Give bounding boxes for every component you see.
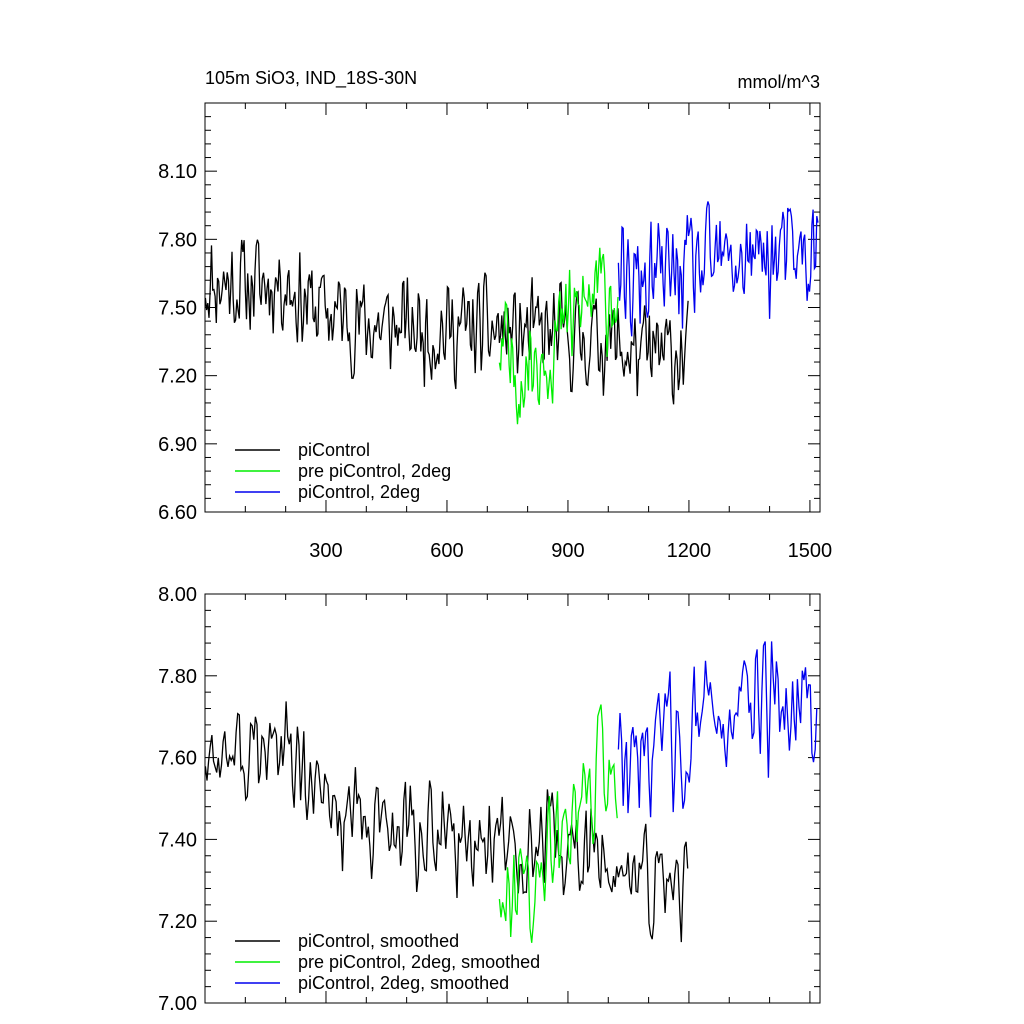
top-panel: 6.60 6.90 7.20 7.50 7.80 8.10 300 600 900 1200 150…: [158, 102, 833, 562]
y-tick-label: 7.60: [158, 748, 197, 770]
y-tick-label: 7.50: [158, 298, 197, 320]
legend-label: piControl, 2deg: [298, 482, 420, 502]
x-tick-label: 1200: [667, 540, 712, 562]
y-tick-label: 7.80: [158, 666, 197, 688]
x-tick-label: 300: [309, 540, 342, 562]
y-tick-label: 8.10: [158, 161, 197, 183]
x-tick-label: 1500: [788, 540, 833, 562]
y-tick-label: 7.20: [158, 366, 197, 388]
x-tick-label: 600: [430, 540, 463, 562]
x-tick-label: 900: [551, 540, 584, 562]
y-tick-label: 8.00: [158, 584, 197, 606]
y-tick-label: 7.00: [158, 993, 197, 1015]
y-tick-label: 6.60: [158, 502, 197, 524]
legend-label: pre piControl, 2deg: [298, 461, 451, 481]
legend-label: piControl: [298, 440, 370, 460]
series-line-2: [617, 641, 818, 818]
series-line-0: [205, 701, 689, 943]
legend-label: piControl, smoothed: [298, 931, 459, 951]
series-line-2: [617, 201, 819, 337]
series-line-1: [498, 704, 618, 943]
y-tick-label: 7.40: [158, 829, 197, 851]
y-tick-label: 7.20: [158, 911, 197, 933]
legend-label: piControl, 2deg, smoothed: [298, 973, 509, 993]
chart-units: mmol/m^3: [738, 72, 820, 92]
bottom-panel: 7.00 7.20 7.40 7.60 7.80 8.00 piControl, smoot…: [158, 584, 821, 1015]
y-tick-label: 7.80: [158, 229, 197, 251]
legend-label: pre piControl, 2deg, smoothed: [298, 952, 540, 972]
series-line-1: [498, 247, 619, 425]
chart-title: 105m SiO3, IND_18S-30N: [205, 68, 417, 89]
y-tick-label: 6.90: [158, 434, 197, 456]
plot-frame: [204, 593, 821, 1004]
